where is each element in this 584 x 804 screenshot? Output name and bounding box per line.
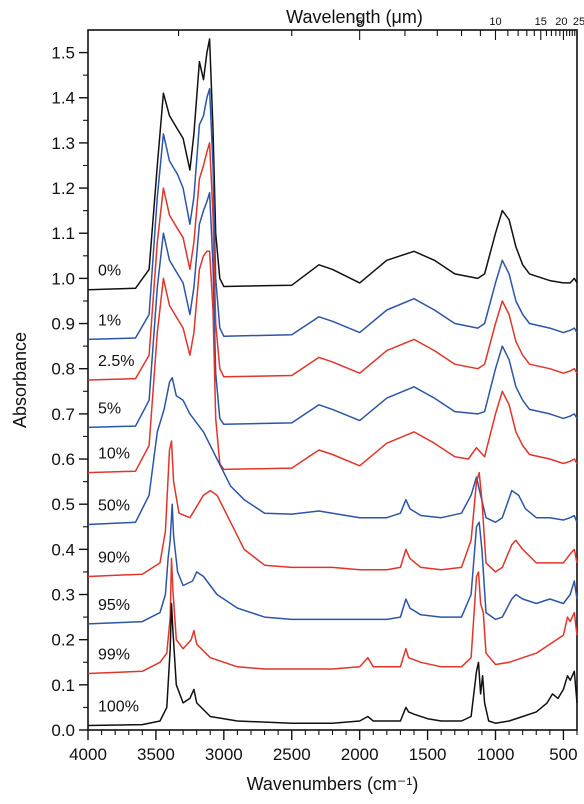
x-tick-label: 3500 [137,745,175,764]
series-label: 0% [98,263,121,280]
x-tick-label: 500 [549,745,577,764]
x-tick-label: 1500 [409,745,447,764]
y-tick-label: 1.1 [51,224,75,243]
y-tick-label: 1.3 [51,134,75,153]
y-tick-label: 0.9 [51,315,75,334]
x-tick-label: 1000 [477,745,515,764]
series-line [87,503,578,625]
top-tick-label: 5 [357,16,363,28]
series-label: 5% [98,400,121,417]
series-label: 95% [98,597,130,614]
x-axis-title: Wavenumbers (cm⁻¹) [247,774,419,794]
y-tick-label: 1.2 [51,179,75,198]
y-axis-title: Absorbance [10,332,30,428]
series-line [87,250,578,474]
y-tick-label: 0.0 [51,721,75,740]
series-label: 2.5% [98,353,134,370]
top-tick-label: 15 [535,16,547,28]
top-tick-label: 20 [555,16,567,28]
y-tick-label: 0.5 [51,495,75,514]
y-tick-label: 0.3 [51,586,75,605]
series-line [87,38,578,291]
y-tick-label: 1.0 [51,269,75,288]
y-tick-label: 1.4 [51,89,75,108]
series-label: 50% [98,498,130,515]
y-tick-label: 0.4 [51,540,75,559]
series-line [87,557,578,675]
x-tick-label: 2000 [341,745,379,764]
label-layer: 4000 3500 3000 2500 2000 1500 1000 500 0.0 0.1 0.2… [51,16,584,764]
series-label: 1% [98,312,121,329]
series-label: 99% [98,647,130,664]
y-tick-label: 0.8 [51,360,75,379]
series-line [87,142,578,381]
top-axis-title: Wavelength (μm) [286,7,423,27]
y-tick-label: 0.6 [51,450,75,469]
y-tick-label: 0.1 [51,676,75,695]
series-label: 100% [98,698,139,715]
y-tick-label: 0.2 [51,631,75,650]
series-line [87,191,578,429]
series-line [87,376,578,526]
x-tick-label: 3000 [205,745,243,764]
y-tick-label: 0.7 [51,405,75,424]
series-label: 90% [98,549,130,566]
plot-frame [87,29,578,731]
x-tick-label: 2500 [273,745,311,764]
series-line [87,440,578,578]
axis-layer [79,30,578,740]
series-label: 10% [98,446,130,463]
series-layer [87,38,578,727]
y-tick-label: 1.5 [51,44,75,63]
top-tick-label: 25 [573,16,584,28]
top-tick-label: 10 [489,16,501,28]
x-tick-label: 4000 [69,745,107,764]
series-line [87,602,578,727]
series-line [87,87,578,341]
